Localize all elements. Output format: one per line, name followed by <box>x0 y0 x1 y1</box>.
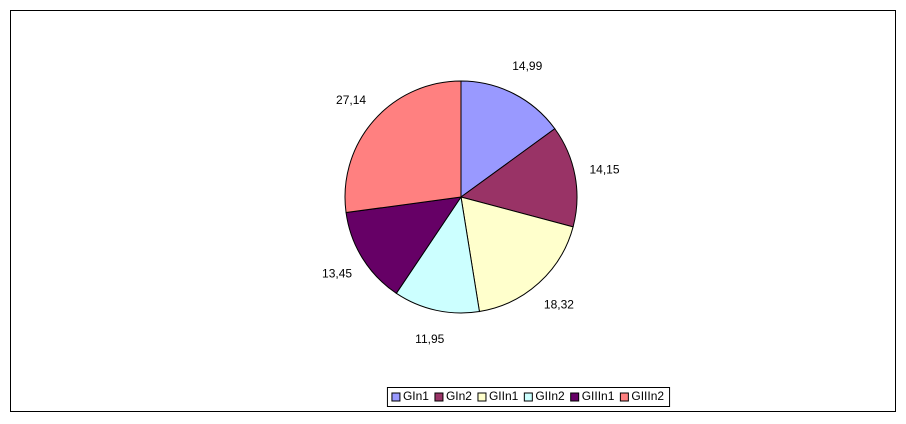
legend-label: GIn1 <box>403 389 429 403</box>
pie-slice <box>459 128 578 228</box>
data-label: 27,14 <box>336 93 366 107</box>
legend-swatch <box>570 392 580 402</box>
legend-label: GIn2 <box>446 389 472 403</box>
legend-label: GIIn2 <box>535 389 565 403</box>
pie-slice <box>460 80 556 198</box>
data-label: 18,32 <box>544 297 574 311</box>
legend-swatch <box>523 392 533 402</box>
data-label: 11,95 <box>415 332 444 346</box>
pie-slice <box>344 80 462 214</box>
legend: GIn1 GIn2 GIIn1 GIIn2 GIIIn1 GIIIn2 <box>386 387 671 407</box>
legend-swatch <box>619 392 629 402</box>
legend-label: GIIIn2 <box>631 389 664 403</box>
legend-swatch <box>391 392 401 402</box>
legend-swatch <box>477 392 487 402</box>
data-label: 14,99 <box>512 59 542 73</box>
data-label: 13,45 <box>322 266 352 280</box>
legend-swatch <box>434 392 444 402</box>
legend-label: GIIIn1 <box>582 389 615 403</box>
pie-slice <box>345 196 463 295</box>
data-label: 14,15 <box>590 162 620 176</box>
pie-slice <box>395 195 481 314</box>
legend-label: GIIn1 <box>489 389 519 403</box>
pie-slice <box>460 196 574 313</box>
